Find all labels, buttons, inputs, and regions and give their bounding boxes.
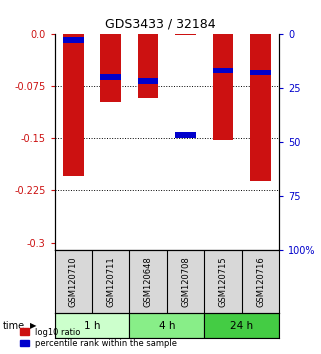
Bar [63, 37, 83, 43]
Text: GSM120711: GSM120711 [106, 256, 115, 307]
Bar [250, 34, 271, 181]
Bar [213, 68, 233, 73]
Text: 24 h: 24 h [230, 321, 253, 331]
Text: ▶: ▶ [30, 321, 37, 330]
Bar [204, 313, 279, 338]
Text: GSM120708: GSM120708 [181, 256, 190, 307]
Bar [100, 34, 121, 102]
Bar [129, 313, 204, 338]
Text: 4 h: 4 h [159, 321, 175, 331]
Bar [138, 78, 159, 84]
Bar [250, 70, 271, 75]
Legend: log10 ratio, percentile rank within the sample: log10 ratio, percentile rank within the … [20, 327, 177, 348]
Bar [175, 34, 196, 35]
Bar [55, 313, 129, 338]
Bar [100, 74, 121, 80]
Text: GSM120710: GSM120710 [69, 256, 78, 307]
Text: GSM120715: GSM120715 [219, 256, 228, 307]
Text: 1 h: 1 h [84, 321, 100, 331]
Text: GSM120648: GSM120648 [144, 256, 153, 307]
Bar [138, 34, 159, 98]
Bar [175, 132, 196, 138]
Text: time: time [3, 321, 25, 331]
Bar [63, 34, 83, 176]
Text: GDS3433 / 32184: GDS3433 / 32184 [105, 18, 216, 31]
Text: GSM120716: GSM120716 [256, 256, 265, 307]
Bar [213, 34, 233, 139]
